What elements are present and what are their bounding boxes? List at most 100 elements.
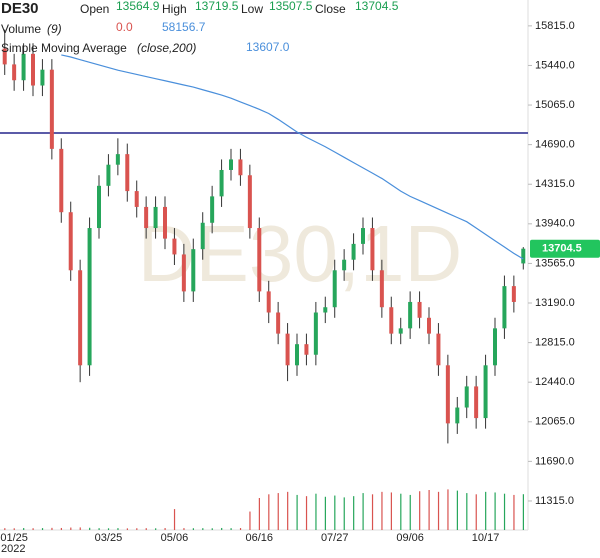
candle-body	[12, 64, 17, 81]
volume-bar	[522, 494, 524, 530]
candle-body	[379, 270, 384, 308]
candle-body	[511, 286, 516, 302]
volume-bar	[4, 528, 6, 530]
value: 0.0	[116, 20, 133, 34]
watermark: DE30,1D	[138, 209, 463, 298]
y-tick-label: 15440.0	[535, 59, 575, 71]
label: Volume	[1, 22, 41, 36]
price-tag	[530, 239, 600, 258]
y-tick-label: 15815.0	[535, 20, 575, 32]
volume-bar	[287, 491, 289, 530]
volume-bar	[371, 494, 374, 530]
volume-bar	[202, 528, 204, 530]
value: 13704.5	[355, 0, 399, 13]
y-tick-label: 13940.0	[535, 218, 575, 230]
candle-body	[40, 69, 45, 86]
y-tick-label: 14315.0	[535, 178, 575, 190]
volume-bar	[324, 496, 326, 530]
y-tick-label: 11690.0	[535, 455, 574, 467]
volume-bar	[117, 528, 119, 530]
candle-body	[144, 206, 149, 229]
label: High	[162, 2, 187, 16]
volume-bar	[456, 490, 458, 530]
candle-body	[163, 206, 167, 239]
candle-body	[474, 386, 479, 419]
x-tick-label: 05/06	[161, 532, 189, 544]
volume-bar	[13, 528, 15, 530]
candle-body	[68, 212, 73, 271]
candle-body	[125, 154, 130, 192]
volume-bar	[136, 528, 138, 530]
volume-bar	[268, 494, 270, 530]
volume-bar	[475, 494, 477, 530]
candle-body	[106, 164, 111, 186]
candle-body	[2, 48, 7, 65]
value: 58156.7	[162, 20, 206, 34]
x-tick-label: 09/06	[396, 532, 424, 544]
value: 13564.9	[116, 0, 160, 13]
volume-bar	[390, 492, 392, 530]
label: Simple Moving Average	[1, 41, 127, 55]
candle-body	[417, 301, 422, 318]
candle-body	[370, 228, 375, 271]
y-tick-label: 13190.0	[535, 297, 575, 309]
candle-body	[153, 206, 158, 229]
label: Close	[315, 2, 346, 16]
y-tick-label: 13565.0	[535, 257, 575, 269]
volume-bar	[239, 528, 242, 530]
candle-body	[181, 254, 186, 292]
candle-body	[323, 307, 328, 313]
price-tag-label: 13704.5	[542, 243, 582, 255]
volume-bar	[107, 528, 110, 530]
candle-body	[351, 243, 356, 260]
y-tick-label: 12065.0	[535, 416, 575, 428]
candle-body	[134, 191, 139, 207]
candle-body	[493, 328, 497, 366]
candle-body	[445, 365, 450, 424]
volume-bar	[79, 527, 81, 530]
volume-bar	[183, 528, 185, 530]
volume-bar	[381, 491, 383, 530]
volume-bar	[447, 489, 449, 530]
candle-body	[295, 344, 299, 366]
y-tick-label: 12815.0	[535, 337, 575, 349]
candle-body	[427, 317, 431, 334]
volume-bar	[70, 527, 72, 530]
sma-line	[61, 54, 524, 260]
volume-bar	[296, 494, 298, 530]
volume-bar	[466, 493, 468, 530]
volume-bar	[258, 498, 260, 530]
candle-body	[285, 333, 290, 366]
volume-bar	[32, 528, 34, 530]
candle-body	[313, 312, 318, 355]
volume-bar	[126, 528, 128, 530]
volume-bar	[513, 494, 515, 530]
volume-bar	[230, 528, 232, 530]
candle-body	[31, 53, 35, 86]
candle-body	[464, 386, 469, 408]
volume-bar	[437, 491, 440, 530]
volume-bar	[164, 528, 166, 530]
volume-bar	[353, 496, 355, 530]
value: 13719.5	[195, 0, 239, 13]
volume-bar	[428, 490, 430, 530]
candle-body	[257, 228, 262, 292]
x-tick-label: 06/16	[246, 532, 274, 544]
candle-body	[115, 154, 120, 165]
candle-body	[172, 238, 177, 255]
volume-bar	[23, 528, 25, 530]
plot	[0, 29, 528, 530]
candle-body	[361, 228, 365, 244]
candle-body	[87, 228, 92, 366]
candle-body	[247, 175, 252, 229]
volume-bar	[98, 528, 100, 530]
volume-bar	[343, 497, 345, 530]
candle-body	[78, 270, 83, 366]
volume-bar	[41, 528, 44, 530]
value: 13507.5	[269, 0, 313, 13]
volume-bar	[362, 493, 364, 530]
x-tick-label: 07/27	[321, 532, 349, 544]
volume-bar	[60, 527, 62, 530]
candle-body	[200, 222, 205, 250]
